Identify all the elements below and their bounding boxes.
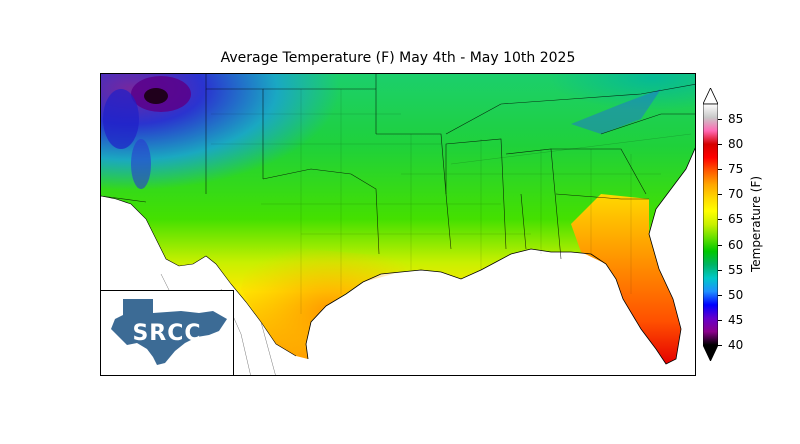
colorbar-tick-mark bbox=[718, 319, 722, 321]
colorbar-tick-mark bbox=[718, 219, 722, 221]
srcc-logo: SRCC bbox=[100, 290, 234, 376]
temperature-map-graphic bbox=[101, 74, 695, 375]
colorbar-tick-label: 45 bbox=[728, 312, 744, 327]
colorbar-label: Temperature (F) bbox=[749, 175, 763, 273]
colorbar-bottom-arrow bbox=[703, 344, 718, 361]
colorbar-tick-mark bbox=[718, 345, 722, 346]
colorbar-tick-mark bbox=[718, 144, 722, 146]
coastline bbox=[305, 147, 695, 365]
srcc-logo-text: SRCC bbox=[132, 321, 202, 346]
colorbar-tick-label: 55 bbox=[728, 262, 744, 277]
state-boundaries bbox=[101, 74, 695, 260]
colorbar-tick-label: 50 bbox=[728, 287, 744, 302]
colorbar-top-arrow bbox=[703, 88, 718, 105]
colorbar-tick-label: 85 bbox=[728, 112, 744, 127]
colorbar-tick-label: 40 bbox=[728, 338, 744, 352]
map-title: Average Temperature (F) May 4th - May 10… bbox=[220, 50, 576, 66]
temperature-map bbox=[100, 73, 696, 376]
colorbar-tick-mark bbox=[718, 269, 722, 271]
colorbar-tick-label: 75 bbox=[728, 162, 744, 177]
temperature-colorbar bbox=[703, 88, 718, 361]
srcc-logo-graphic bbox=[111, 299, 227, 365]
colorbar-tick-label: 60 bbox=[728, 237, 744, 252]
mexico-border bbox=[101, 195, 297, 357]
colorbar-tick-label: 65 bbox=[728, 212, 744, 227]
srcc-region-shape bbox=[111, 299, 227, 365]
colorbar-tick-label: 70 bbox=[728, 187, 744, 202]
colorbar-bar bbox=[703, 103, 718, 346]
colorbar-tick-mark bbox=[718, 294, 722, 296]
colorbar-tick-mark bbox=[718, 119, 722, 121]
colorbar-tick-mark bbox=[718, 194, 722, 196]
county-boundaries bbox=[211, 89, 692, 314]
colorbar-tick-mark bbox=[718, 169, 722, 171]
colorbar-tick-mark bbox=[718, 244, 722, 246]
colorbar-tick-label: 80 bbox=[728, 137, 744, 152]
